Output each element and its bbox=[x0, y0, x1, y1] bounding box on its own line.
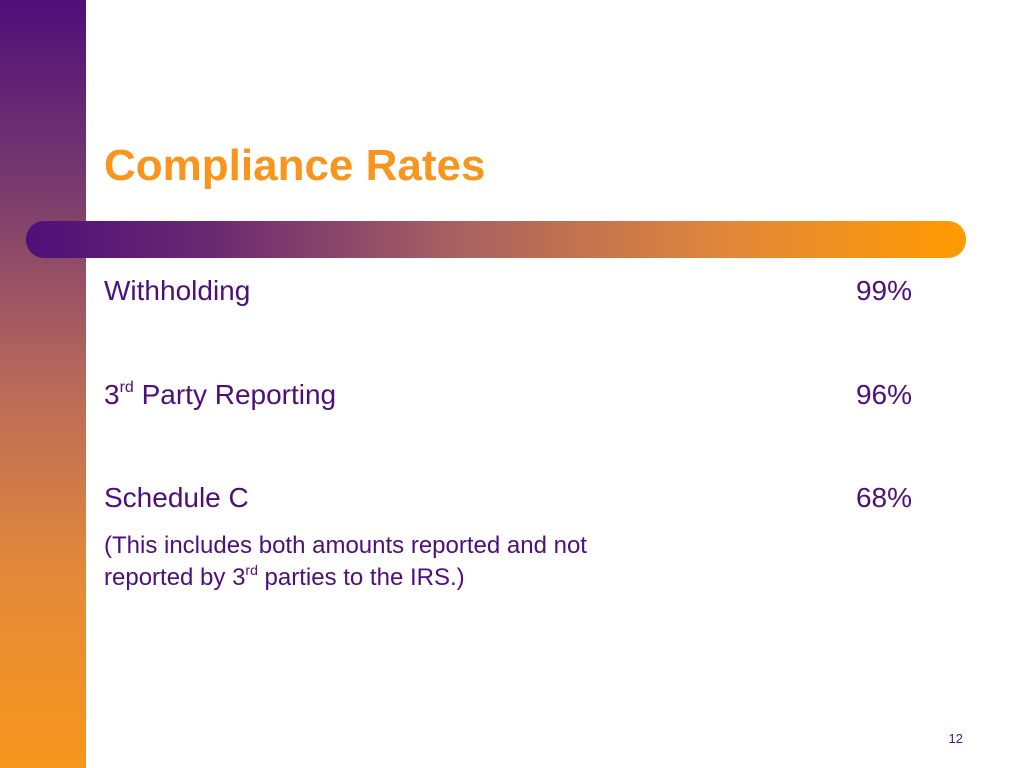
page-number: 12 bbox=[948, 731, 963, 746]
note-line-1: (This includes both amounts reported and… bbox=[104, 532, 587, 559]
row-label: 3rd Party Reporting bbox=[104, 379, 336, 411]
left-gradient-band bbox=[0, 0, 86, 768]
note-line-2: reported by 3rd parties to the IRS.) bbox=[104, 562, 587, 594]
note-line-2-prefix: reported by 3 bbox=[104, 564, 246, 592]
title-divider-bar bbox=[26, 221, 966, 258]
note-line-2-rest: parties to the IRS.) bbox=[257, 564, 465, 592]
row-label: Withholding bbox=[104, 275, 251, 306]
slide-title: Compliance Rates bbox=[104, 141, 486, 190]
note-line-2-superscript: rd bbox=[245, 562, 258, 579]
row-label: Schedule C bbox=[104, 482, 249, 513]
schedule-c-note: (This includes both amounts reported and… bbox=[104, 530, 587, 595]
row-value: 99% bbox=[855, 275, 912, 306]
row-value: 68% bbox=[855, 482, 912, 513]
row-label-superscript: rd bbox=[119, 379, 134, 396]
row-value: 96% bbox=[855, 379, 912, 410]
row-label-prefix: 3 bbox=[104, 379, 120, 410]
row-label-rest: Party Reporting bbox=[133, 379, 337, 410]
